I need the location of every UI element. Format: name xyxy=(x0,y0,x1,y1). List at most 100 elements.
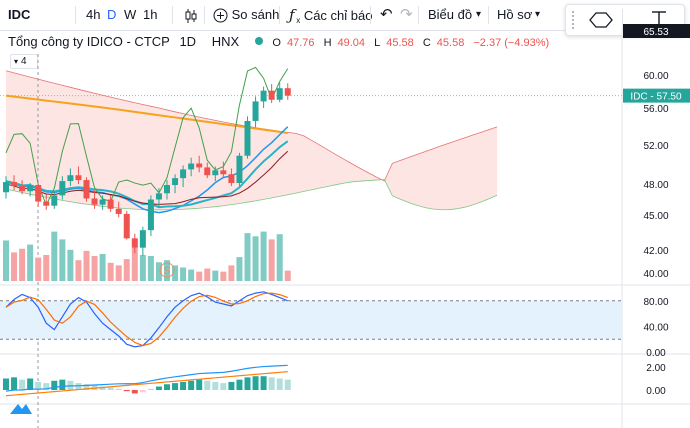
volume-bar xyxy=(252,236,259,281)
shape-tool-icon[interactable] xyxy=(588,9,614,31)
candle-body xyxy=(147,199,154,231)
high-label: H xyxy=(323,37,332,49)
macd-histogram-bar xyxy=(11,377,18,390)
macd-histogram-bar xyxy=(59,379,66,390)
volume-bar xyxy=(11,252,18,281)
volume-bar xyxy=(75,260,82,281)
candle-body xyxy=(51,195,58,206)
interval-4h[interactable]: 4h xyxy=(86,7,101,22)
candle-body xyxy=(11,182,18,187)
macd-histogram-bar xyxy=(228,381,235,390)
macd-histogram-bar xyxy=(188,380,195,390)
macd-histogram-bar xyxy=(196,379,203,390)
toolbar-divider xyxy=(370,6,371,24)
stoch-tick-label: 80.00 xyxy=(643,297,668,308)
macd-histogram-bar xyxy=(19,379,26,390)
volume-bar xyxy=(83,250,90,281)
macd-histogram-bar xyxy=(131,390,138,394)
volume-bar xyxy=(284,270,291,281)
candle-body xyxy=(244,120,251,156)
stoch-band xyxy=(0,300,622,340)
interval-w[interactable]: W xyxy=(124,7,137,22)
stoch-d-line xyxy=(5,292,288,347)
function-icon: ƒ xyxy=(289,6,295,24)
candle-body xyxy=(180,169,187,179)
volume-bar xyxy=(67,249,74,281)
macd-histogram-bar xyxy=(115,388,122,390)
price-tick-label: 42.00 xyxy=(643,246,668,257)
low-value: 45.58 xyxy=(386,37,414,49)
candle-body xyxy=(107,199,114,209)
macd-tick-label: 2.00 xyxy=(646,363,666,374)
volume-bar xyxy=(244,233,251,281)
macd-histogram-bar xyxy=(260,376,267,390)
candle-body xyxy=(67,175,74,182)
macd-histogram-bar xyxy=(252,376,259,390)
undo-button[interactable]: ↶ xyxy=(380,6,393,23)
volume-bar xyxy=(180,267,187,281)
ichimoku-cloud xyxy=(6,70,498,210)
indicators-label: Các chỉ báo xyxy=(303,8,373,23)
chart-type-button[interactable]: Biểu đồ xyxy=(428,7,473,22)
indicators-button[interactable]: ƒ x Các chỉ báo xyxy=(289,0,372,30)
redo-button[interactable]: ↷ xyxy=(400,6,413,23)
macd-histogram-bar xyxy=(107,387,114,390)
volume-bar xyxy=(27,244,34,281)
macd-histogram-bar xyxy=(75,383,82,390)
candle-body xyxy=(284,88,291,96)
macd-histogram-bar xyxy=(276,378,283,390)
studies-collapse-toggle[interactable]: ▾ 4 xyxy=(10,54,38,69)
macd-histogram-bar xyxy=(147,388,154,390)
market-status-dot xyxy=(254,37,263,45)
symbol-search[interactable]: IDC xyxy=(8,7,31,22)
close-label: C xyxy=(422,37,431,49)
candle-body xyxy=(252,101,259,121)
volume-bar xyxy=(164,260,170,281)
interval-1h[interactable]: 1h xyxy=(143,7,158,22)
candle-body xyxy=(75,175,82,181)
profile-button[interactable]: Hồ sơ xyxy=(497,7,533,22)
stoch-tick-label: 0.00 xyxy=(646,348,666,359)
candle-body xyxy=(3,182,9,193)
toolbar-divider xyxy=(172,6,173,24)
instrument-title: Tổng công ty IDICO - CTCP xyxy=(8,34,170,49)
event-marker-label: S xyxy=(164,266,171,277)
study-count: 4 xyxy=(21,56,27,67)
candle-body xyxy=(131,238,138,248)
candle-body xyxy=(188,163,195,170)
cloud-span-b xyxy=(5,179,498,211)
volume-bar xyxy=(115,265,122,281)
toolbar-divider xyxy=(279,6,280,24)
candle-body xyxy=(19,186,26,192)
drag-handle[interactable] xyxy=(572,11,577,29)
stoch-k-line xyxy=(5,291,288,348)
macd-histogram-bar xyxy=(172,383,179,390)
candle-body xyxy=(27,185,34,192)
macd-histogram-bar xyxy=(3,378,9,390)
chart-legend: Tổng công ty IDICO - CTCP 1D HNX O 47.76 … xyxy=(8,34,561,52)
candle-icon xyxy=(185,8,197,23)
candle-body xyxy=(268,90,275,100)
volume-bar xyxy=(147,256,154,281)
macd-histogram-bar xyxy=(155,386,162,390)
candle-body xyxy=(204,167,211,176)
function-icon-sub: x xyxy=(296,16,301,25)
macd-histogram-bar xyxy=(139,390,146,393)
price-tick-label: 45.00 xyxy=(643,211,668,222)
volume-bar xyxy=(172,265,179,281)
compare-button[interactable]: So sánh xyxy=(213,0,279,30)
plus-circle-icon xyxy=(213,8,228,23)
volume-bar xyxy=(107,262,114,281)
chevron-down-icon: ▾ xyxy=(476,9,482,20)
candle-body xyxy=(115,208,122,214)
candle-style-button[interactable] xyxy=(184,0,198,30)
interval-d[interactable]: D xyxy=(107,7,117,22)
candle-body xyxy=(212,170,219,176)
macd-line xyxy=(5,364,288,392)
change-value: −2.37 (−4.93%) xyxy=(473,37,550,49)
low-label: L xyxy=(374,37,381,49)
compare-label: So sánh xyxy=(231,7,280,22)
macd-histogram-bar xyxy=(83,384,90,390)
macd-histogram-bar xyxy=(27,378,34,390)
